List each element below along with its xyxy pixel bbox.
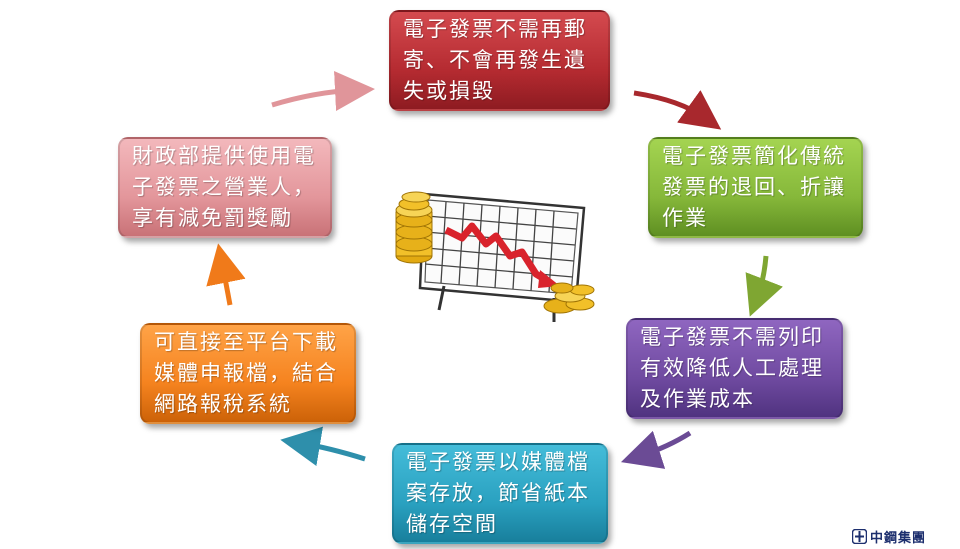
benefit-box-no-mailing: 電子發票不需再郵 寄、不會再發生遺 失或損毀 — [389, 10, 610, 111]
box-text-line: 享有減免罰獎勵 — [132, 206, 293, 230]
box-text-line: 媒體申報檔，結合 — [154, 361, 338, 385]
box-text-line: 電子發票以媒體檔 — [406, 450, 590, 474]
benefit-box-media-storage: 電子發票以媒體檔 案存放，節省紙本 儲存空間 — [392, 443, 608, 544]
box-text-line: 失或損毀 — [403, 79, 495, 103]
box-text-line: 作業 — [662, 206, 708, 230]
arrow-pink-to-red — [271, 71, 375, 111]
company-logo-text: 中鋼集團 — [870, 531, 927, 546]
box-text-line: 儲存空間 — [406, 512, 498, 536]
box-text-line: 有效降低人工處理 — [640, 356, 824, 380]
box-text-line: 電子發票不需列印 — [640, 325, 824, 349]
company-logo: 中鋼集團 — [852, 527, 926, 546]
box-text-line: 電子發票不需再郵 — [403, 17, 587, 41]
arrow-green-to-purple — [745, 255, 783, 317]
benefit-box-no-printing: 電子發票不需列印 有效降低人工處理 及作業成本 — [626, 318, 843, 419]
box-text-line: 網路報稅系統 — [154, 392, 292, 416]
arrow-purple-to-blue — [620, 430, 692, 469]
box-text-line: 可直接至平台下載 — [154, 330, 338, 354]
box-text-line: 發票的退回、折讓 — [662, 175, 846, 199]
benefit-box-platform-download: 可直接至平台下載 媒體申報檔，結合 網路報稅系統 — [140, 323, 356, 424]
box-text-line: 寄、不會再發生遺 — [403, 48, 587, 72]
arrow-red-to-green — [633, 90, 722, 130]
arrow-blue-to-orange — [280, 426, 366, 467]
box-text-line: 電子發票簡化傳統 — [662, 144, 846, 168]
box-text-line: 財政部提供使用電 — [132, 144, 316, 168]
falling-cost-chart-with-coins-icon — [395, 191, 595, 322]
benefit-box-penalty-reduction: 財政部提供使用電 子發票之營業人， 享有減免罰獎勵 — [118, 137, 332, 238]
box-text-line: 子發票之營業人， — [132, 175, 316, 199]
box-text-line: 案存放，節省紙本 — [406, 481, 590, 505]
box-text-line: 及作業成本 — [640, 387, 755, 411]
benefit-box-simplify-returns: 電子發票簡化傳統 發票的退回、折讓 作業 — [648, 137, 863, 238]
arrow-orange-to-pink — [206, 243, 246, 306]
company-logo-icon — [852, 529, 867, 544]
